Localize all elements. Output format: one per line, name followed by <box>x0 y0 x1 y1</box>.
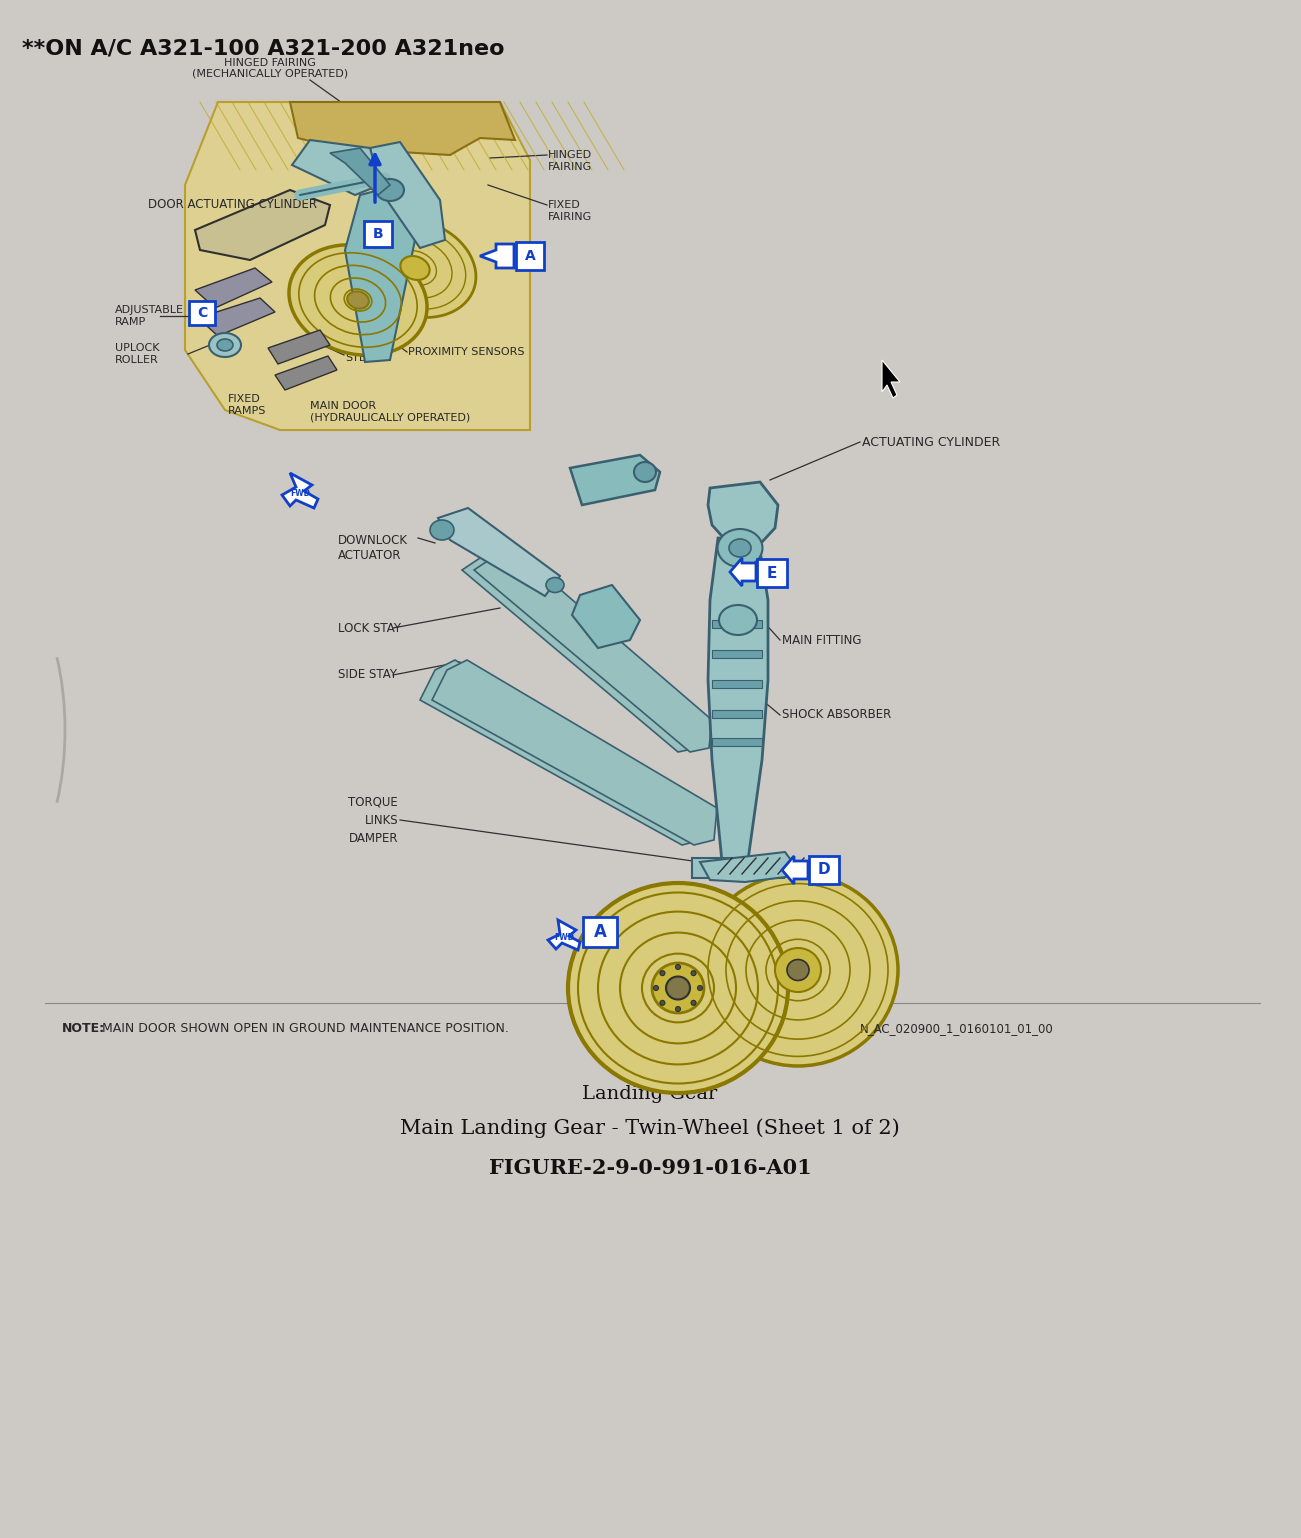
FancyBboxPatch shape <box>809 857 839 884</box>
Text: FIGURE-2-9-0-991-016-A01: FIGURE-2-9-0-991-016-A01 <box>489 1158 812 1178</box>
Text: UPLOCK
ROLLER: UPLOCK ROLLER <box>114 343 160 365</box>
Text: **ON A/C A321-100 A321-200 A321neo: **ON A/C A321-100 A321-200 A321neo <box>22 38 505 58</box>
Ellipse shape <box>666 977 690 1000</box>
Polygon shape <box>268 331 330 365</box>
Text: LOCK STAY: LOCK STAY <box>338 621 401 635</box>
Text: D: D <box>818 863 830 878</box>
Ellipse shape <box>209 334 241 357</box>
Ellipse shape <box>634 461 656 481</box>
Text: MAIN FITTING: MAIN FITTING <box>782 634 861 646</box>
Ellipse shape <box>653 986 658 990</box>
Bar <box>712 651 762 658</box>
Ellipse shape <box>401 255 429 280</box>
Polygon shape <box>480 245 514 268</box>
Text: E: E <box>766 566 777 580</box>
Ellipse shape <box>347 291 369 309</box>
Polygon shape <box>700 852 801 881</box>
Polygon shape <box>708 538 768 864</box>
Ellipse shape <box>217 338 233 351</box>
Ellipse shape <box>675 964 680 969</box>
Ellipse shape <box>660 1000 665 1006</box>
Ellipse shape <box>729 538 751 557</box>
Text: ACTUATING CYLINDER: ACTUATING CYLINDER <box>863 435 1000 449</box>
Ellipse shape <box>354 218 476 317</box>
Polygon shape <box>290 102 515 155</box>
Text: (MECHANICALLY OPERATED): (MECHANICALLY OPERATED) <box>193 68 349 78</box>
FancyBboxPatch shape <box>189 301 215 325</box>
Polygon shape <box>345 186 415 361</box>
Ellipse shape <box>289 245 427 355</box>
Text: MAIN DOOR SHOWN OPEN IN GROUND MAINTENANCE POSITION.: MAIN DOOR SHOWN OPEN IN GROUND MAINTENAN… <box>98 1021 509 1035</box>
Polygon shape <box>282 474 317 508</box>
Polygon shape <box>369 141 445 248</box>
Ellipse shape <box>719 604 757 635</box>
Polygon shape <box>462 548 700 752</box>
Ellipse shape <box>675 1006 680 1012</box>
Ellipse shape <box>717 529 762 568</box>
Ellipse shape <box>691 1000 696 1006</box>
Text: FWD: FWD <box>554 934 574 943</box>
Text: ADJUSTABLE
RAMP: ADJUSTABLE RAMP <box>114 305 183 326</box>
Ellipse shape <box>546 577 565 592</box>
Text: Main Landing Gear - Twin-Wheel (Sheet 1 of 2): Main Landing Gear - Twin-Wheel (Sheet 1 … <box>401 1118 900 1138</box>
Text: C: C <box>196 306 207 320</box>
Polygon shape <box>185 102 530 431</box>
Polygon shape <box>730 558 756 586</box>
Ellipse shape <box>431 520 454 540</box>
Polygon shape <box>330 148 390 195</box>
FancyBboxPatch shape <box>364 221 392 248</box>
Text: A: A <box>524 249 536 263</box>
Polygon shape <box>438 508 559 597</box>
Text: FIXED
RAMPS: FIXED RAMPS <box>228 394 267 415</box>
Ellipse shape <box>652 963 704 1014</box>
Text: HINGED
FAIRING: HINGED FAIRING <box>548 151 592 172</box>
Text: MAIN DOOR
(HYDRAULICALLY OPERATED): MAIN DOOR (HYDRAULICALLY OPERATED) <box>310 401 470 423</box>
FancyBboxPatch shape <box>583 917 617 947</box>
Polygon shape <box>708 481 778 544</box>
Text: STEPS: STEPS <box>345 354 380 363</box>
Polygon shape <box>570 455 660 504</box>
Polygon shape <box>432 660 717 844</box>
Text: FIXED
FAIRING: FIXED FAIRING <box>548 200 592 221</box>
FancyBboxPatch shape <box>516 241 544 271</box>
Polygon shape <box>195 268 272 308</box>
Bar <box>712 620 762 628</box>
Polygon shape <box>572 584 640 647</box>
Bar <box>712 711 762 718</box>
Text: N_AC_020900_1_0160101_01_00: N_AC_020900_1_0160101_01_00 <box>860 1021 1054 1035</box>
Bar <box>712 680 762 687</box>
Polygon shape <box>882 360 900 398</box>
Ellipse shape <box>691 970 696 975</box>
Polygon shape <box>198 298 275 335</box>
Text: DOOR ACTUATING CYLINDER: DOOR ACTUATING CYLINDER <box>148 198 317 212</box>
Text: Landing Gear: Landing Gear <box>583 1084 718 1103</box>
Polygon shape <box>195 191 330 260</box>
Text: FWD: FWD <box>290 489 310 497</box>
Ellipse shape <box>697 986 703 990</box>
Bar <box>692 858 785 878</box>
Polygon shape <box>291 140 380 195</box>
Polygon shape <box>782 857 808 884</box>
Ellipse shape <box>787 960 809 981</box>
Text: PROXIMITY SENSORS: PROXIMITY SENSORS <box>409 348 524 357</box>
Text: SHOCK ABSORBER: SHOCK ABSORBER <box>782 709 891 721</box>
Text: HINGED FAIRING: HINGED FAIRING <box>224 58 316 68</box>
Text: B: B <box>372 228 384 241</box>
Text: DOWNLOCK
ACTUATOR: DOWNLOCK ACTUATOR <box>338 534 409 561</box>
Ellipse shape <box>569 883 788 1094</box>
Polygon shape <box>548 920 580 950</box>
Ellipse shape <box>660 970 665 975</box>
Text: A: A <box>593 923 606 941</box>
Ellipse shape <box>699 874 898 1066</box>
FancyBboxPatch shape <box>757 558 787 588</box>
Text: TORQUE
LINKS
DAMPER: TORQUE LINKS DAMPER <box>349 795 398 844</box>
Ellipse shape <box>775 947 821 992</box>
Text: SIDE STAY: SIDE STAY <box>338 669 397 681</box>
Polygon shape <box>474 548 712 752</box>
Ellipse shape <box>376 178 405 201</box>
Bar <box>712 738 762 746</box>
Text: NOTE:: NOTE: <box>62 1021 105 1035</box>
Polygon shape <box>275 355 337 391</box>
Polygon shape <box>420 660 705 844</box>
